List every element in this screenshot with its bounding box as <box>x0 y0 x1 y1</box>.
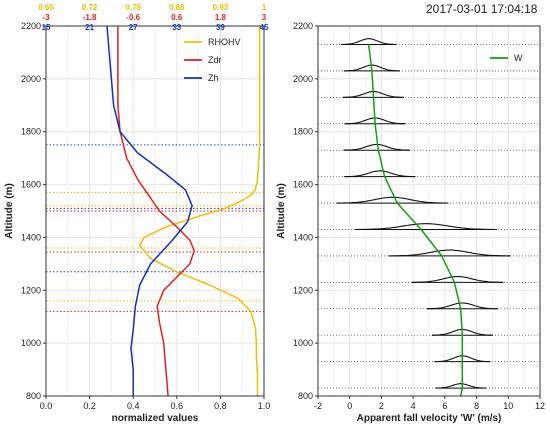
left-y-tick-label: 1600 <box>21 180 41 190</box>
left-top-scale-label: 0.72 <box>82 3 98 12</box>
left-x-tick-label: 0.4 <box>127 401 140 411</box>
right-spectrum-curve <box>411 275 504 283</box>
right-x-tick-label: 4 <box>411 401 416 411</box>
left-top-scale-label: -0.6 <box>126 13 140 22</box>
timestamp-title: 2017-03-01 17:04:18 <box>426 2 538 16</box>
right-y-tick-label: 800 <box>298 391 313 401</box>
left-top-scale-label: 0.86 <box>169 3 185 12</box>
right-x-tick-label: 0 <box>347 401 352 411</box>
left-x-tick-label: 1.0 <box>258 401 271 411</box>
right-x-tick-label: 10 <box>503 401 513 411</box>
right-x-tick-label: -2 <box>314 401 322 411</box>
right-x-tick-label: 2 <box>379 401 384 411</box>
left-y-tick-label: 1000 <box>21 338 41 348</box>
right-y-tick-label: 2000 <box>293 74 313 84</box>
left-top-scale-label: -3 <box>42 13 50 22</box>
left-x-axis-label: normalized values <box>112 413 199 424</box>
left-top-scale-label: 33 <box>172 23 181 32</box>
right-y-tick-label: 1400 <box>293 232 313 242</box>
right-y-tick-label: 2200 <box>293 21 313 31</box>
left-plot-frame <box>45 25 265 397</box>
right-spectrum-curve <box>426 302 498 310</box>
right-x-tick-label: 12 <box>535 401 545 411</box>
left-legend-label: Zh <box>208 73 219 83</box>
left-top-scale-label: 45 <box>260 23 269 32</box>
right-y-tick-label: 1600 <box>293 180 313 190</box>
right-spectrum-curve <box>435 383 487 389</box>
left-top-scale-label: 0.6 <box>171 13 183 22</box>
right-spectrum-curve <box>344 170 416 178</box>
left-top-scale-label: -1.8 <box>83 13 97 22</box>
left-top-scale-label: 39 <box>216 23 225 32</box>
right-x-tick-label: 6 <box>442 401 447 411</box>
left-y-tick-label: 1400 <box>21 232 41 242</box>
left-y-tick-label: 1800 <box>21 127 41 137</box>
left-x-tick-label: 0.8 <box>214 401 227 411</box>
left-y-axis-label: Altitude (m) <box>4 183 15 239</box>
right-y-axis-label: Altitude (m) <box>276 183 287 239</box>
left-top-scale-label: 0.79 <box>125 3 141 12</box>
left-legend-label: Zdr <box>208 55 222 65</box>
left-top-scale-label: 1 <box>262 3 267 12</box>
right-y-tick-label: 1800 <box>293 127 313 137</box>
left-y-tick-label: 2200 <box>21 21 41 31</box>
left-top-scale-label: 0.93 <box>213 3 229 12</box>
left-top-scale-label: 1.8 <box>215 13 227 22</box>
right-spectrum-curve <box>354 223 497 231</box>
left-x-tick-label: 0.6 <box>171 401 184 411</box>
left-x-tick-label: 0.0 <box>40 401 53 411</box>
left-series-zh <box>106 25 193 396</box>
left-y-tick-label: 1200 <box>21 285 41 295</box>
left-y-tick-label: 800 <box>26 391 41 401</box>
right-legend-label: W <box>514 53 523 63</box>
left-top-scale-label: 15 <box>42 23 51 32</box>
left-series-rhohv <box>138 26 261 396</box>
right-x-tick-label: 8 <box>474 401 479 411</box>
right-spectrum-curve <box>343 143 410 151</box>
left-top-scale-label: 3 <box>262 13 267 22</box>
left-x-tick-label: 0.2 <box>83 401 96 411</box>
right-spectrum-curve <box>388 249 511 257</box>
right-plot-frame <box>317 25 541 397</box>
right-spectrum-curve <box>340 38 397 46</box>
left-top-scale-label: 21 <box>85 23 94 32</box>
left-top-scale-label: 0.65 <box>38 3 54 12</box>
right-spectrum-curve <box>336 196 449 204</box>
right-x-axis-label: Apparent fall velocity 'W' (m/s) <box>357 413 502 424</box>
right-y-tick-label: 1000 <box>293 338 313 348</box>
right-y-tick-label: 1200 <box>293 285 313 295</box>
left-y-tick-label: 2000 <box>21 74 41 84</box>
left-top-scale-label: 27 <box>129 23 138 32</box>
left-legend-label: RHOHV <box>208 37 241 47</box>
right-series-w <box>367 44 464 397</box>
